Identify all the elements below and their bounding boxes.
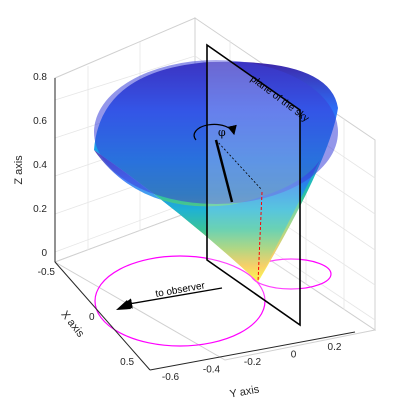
y-tick-label: -0.4 — [203, 365, 221, 376]
floor-pane — [53, 209, 377, 361]
z-tick-label: 0.4 — [33, 160, 47, 171]
z-axis-label: Z axis — [13, 155, 25, 185]
eye-icon — [116, 300, 131, 310]
y-tick-label: 0.2 — [328, 342, 342, 353]
x-axis-line — [54, 261, 151, 371]
z-tick-label: 0.2 — [33, 204, 47, 215]
x-tick-label: 0.5 — [120, 357, 134, 368]
y-axis-line — [149, 331, 356, 371]
x-axis-label: X axis — [58, 309, 86, 340]
x-tick-label: -0.5 — [38, 267, 56, 278]
z-ticks: 0 0.2 0.4 0.6 0.8 — [33, 72, 47, 259]
x-ticks: -0.5 0 0.5 — [38, 267, 135, 368]
plane-of-sky — [206, 43, 301, 327]
z-tick-label: 0.6 — [33, 116, 47, 127]
y-tick-label: -0.6 — [162, 372, 180, 383]
y-ticks: -0.6 -0.4 -0.2 0 0.2 — [162, 342, 342, 383]
z-tick-label: 0 — [41, 248, 47, 259]
cone-rim — [94, 60, 338, 204]
x-tick-label: 0 — [89, 312, 95, 323]
z-tick-label: 0.8 — [33, 72, 47, 83]
y-tick-label: -0.2 — [244, 357, 262, 368]
observer-arrow — [121, 287, 223, 309]
axis-projection-dotted — [215, 139, 263, 191]
cone-axis — [214, 139, 234, 203]
y-tick-label: 0 — [291, 349, 297, 360]
phi-symbol: φ — [218, 126, 226, 139]
rotation-arrow — [193, 123, 237, 141]
y-axis-label: Y axis — [229, 383, 261, 400]
red-projection — [257, 191, 263, 283]
